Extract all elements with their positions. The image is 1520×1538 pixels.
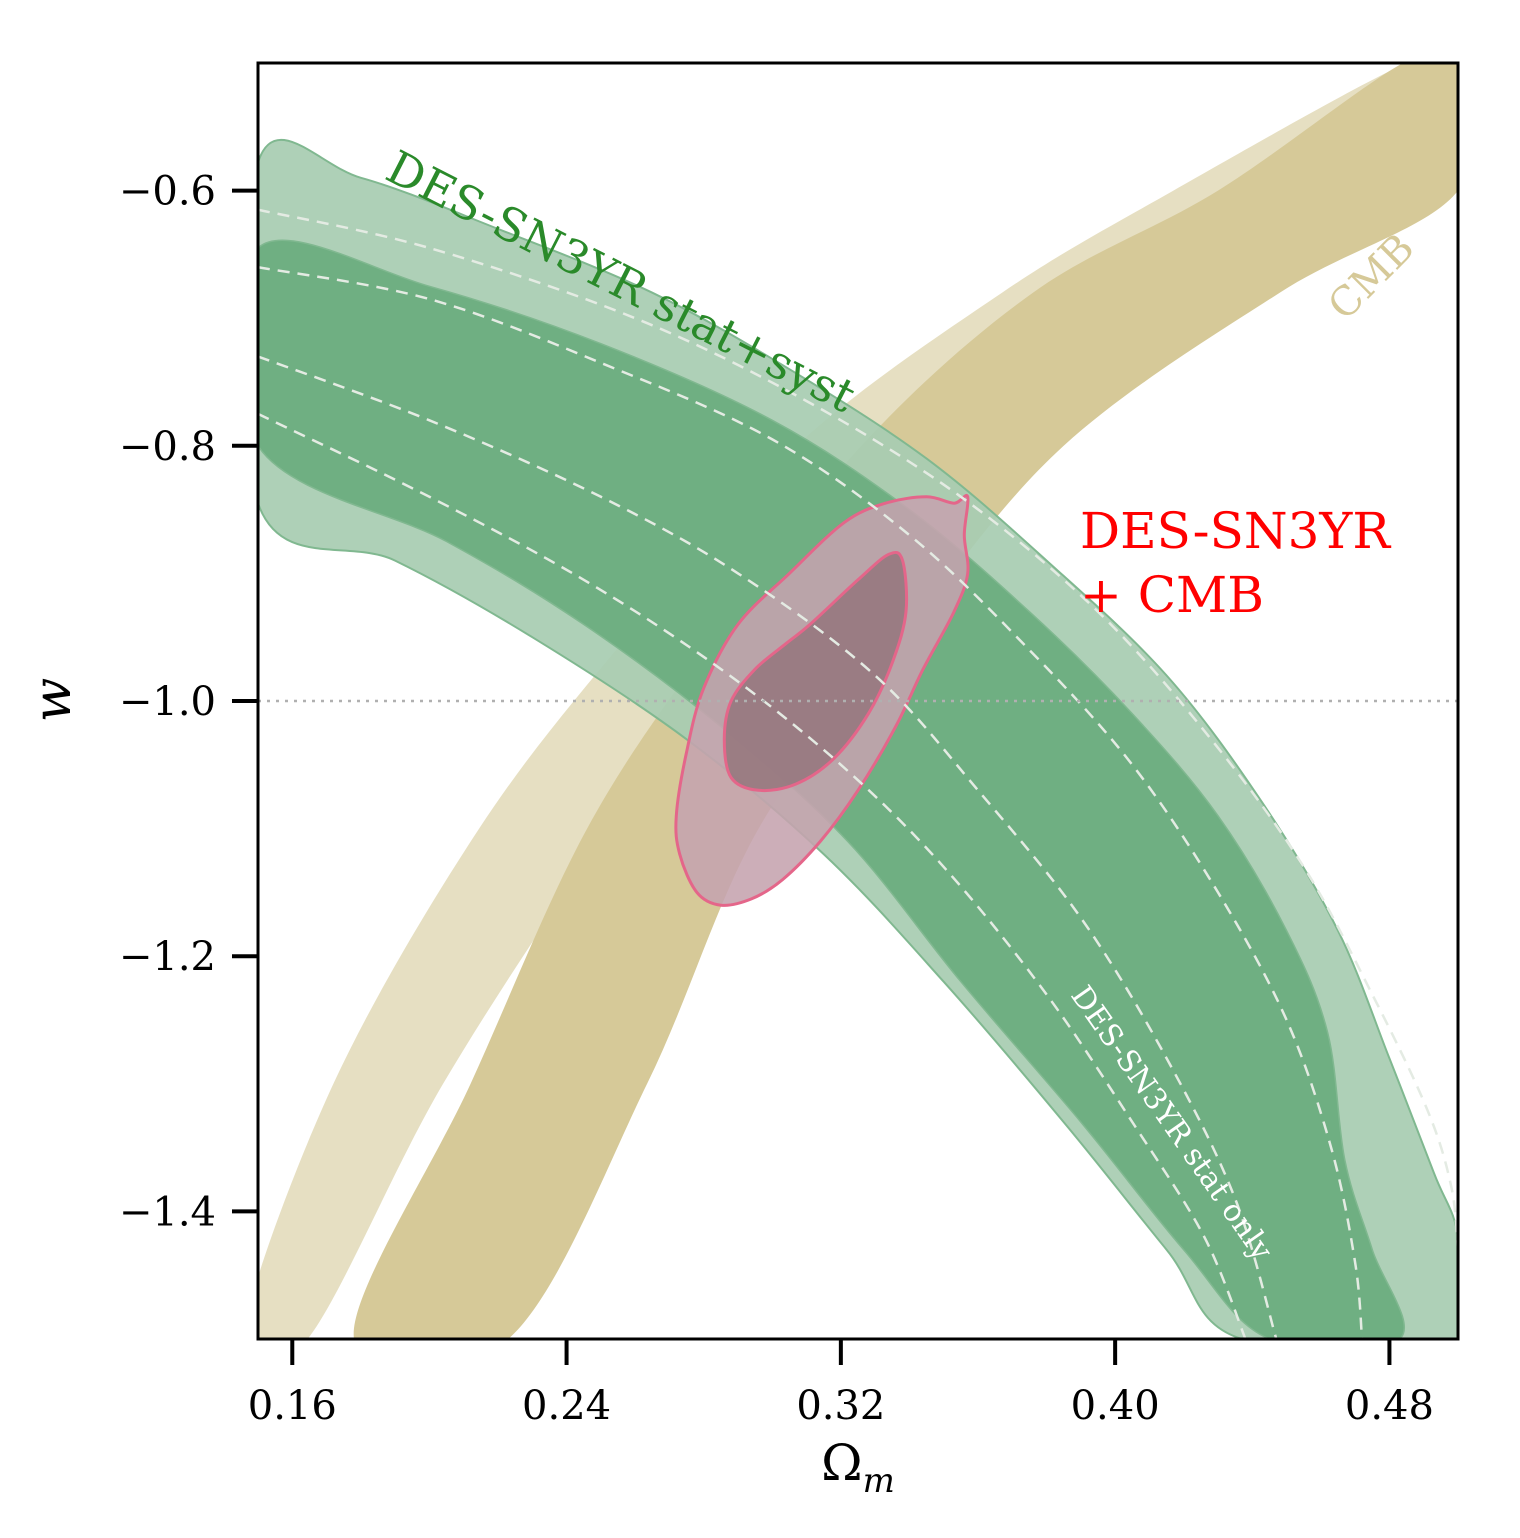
- cmb-inner-contour: [353, 63, 1458, 1339]
- des-sn3yr-cmb-inner-contour: [722, 550, 909, 793]
- y-tick-label: −1.2: [119, 934, 216, 980]
- stat-only-contour-line-0: [258, 208, 1458, 1250]
- stat-only-contour-line-3: [258, 412, 1247, 1339]
- y-axis-ticks: −0.6 −0.8 −1.0 −1.2 −1.4: [119, 169, 258, 1235]
- annotation-combined-line2: + CMB: [1080, 566, 1264, 624]
- stat-only-contours: [258, 208, 1458, 1339]
- x-tick-label: 0.48: [1345, 1383, 1434, 1429]
- y-tick-label: −0.8: [119, 424, 216, 470]
- y-axis-label: w: [23, 678, 83, 723]
- x-tick-label: 0.24: [522, 1383, 611, 1429]
- stat-only-contour-line-1: [258, 265, 1364, 1339]
- x-axis-label: Ωm: [821, 1434, 895, 1501]
- x-tick-label: 0.40: [1071, 1383, 1160, 1429]
- annotation-combined-line1: DES-SN3YR: [1080, 502, 1391, 560]
- x-axis-label-subscript: m: [863, 1461, 895, 1501]
- y-tick-label: −1.4: [119, 1189, 216, 1235]
- contour-regions: [258, 63, 1458, 1339]
- x-axis-ticks: 0.16 0.24 0.32 0.40 0.48: [248, 1339, 1434, 1429]
- y-tick-label: −1.0: [119, 679, 216, 725]
- y-tick-label: −0.6: [119, 169, 216, 215]
- x-tick-label: 0.32: [796, 1383, 885, 1429]
- stat-only-contour-line-2: [258, 355, 1278, 1339]
- x-axis-label-base: Ω: [821, 1434, 862, 1492]
- x-tick-label: 0.16: [248, 1383, 337, 1429]
